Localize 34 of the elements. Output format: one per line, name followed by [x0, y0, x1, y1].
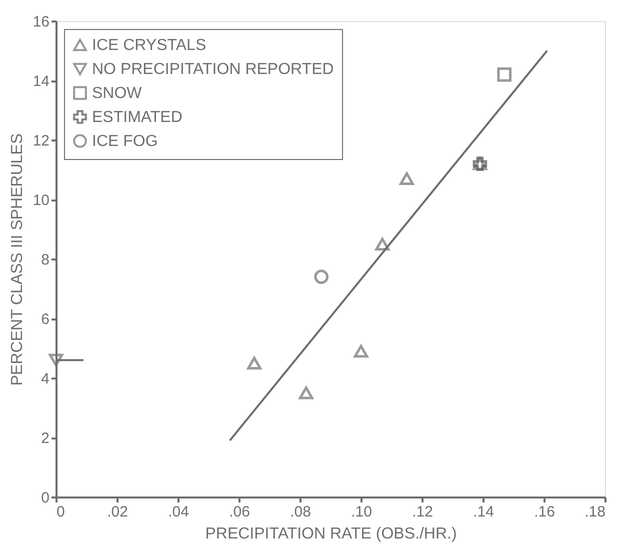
- x-tick-label: .04: [168, 504, 189, 520]
- x-tick-label: 0: [56, 504, 65, 520]
- y-tick-label: 8: [41, 252, 50, 268]
- y-tick-label: 2: [41, 430, 50, 447]
- x-tick-label: .16: [534, 504, 555, 520]
- legend-label: ICE CRYSTALS: [92, 37, 206, 54]
- x-tick-label: .18: [584, 504, 606, 520]
- point: [48, 354, 64, 367]
- y-tick-label: 10: [32, 192, 50, 209]
- point: [298, 386, 314, 400]
- point: [354, 344, 368, 358]
- x-tick-label: .10: [351, 504, 372, 520]
- point: [497, 67, 512, 82]
- point: [247, 356, 262, 370]
- x-axis-title: PRECIPITATION RATE (OBS./HR.): [205, 526, 457, 542]
- point: [314, 270, 329, 284]
- y-tick-label: 12: [32, 132, 50, 150]
- legend-label: ICE FOG: [92, 133, 158, 150]
- legend-label: SNOW: [92, 85, 143, 102]
- y-axis-title: PERCENT CLASS III SPHERULES: [8, 133, 26, 386]
- x-tick-label: .06: [229, 504, 250, 520]
- y-tick-label: 16: [32, 14, 50, 30]
- legend-label: NO PRECIPITATION REPORTED: [92, 61, 334, 78]
- y-tick-label: 14: [32, 73, 50, 90]
- x-tick-label: .02: [107, 504, 128, 520]
- point: [375, 238, 390, 250]
- x-tick-label: .08: [290, 504, 311, 520]
- y-tick-label: 6: [41, 311, 50, 328]
- legend-label: ESTIMATED: [92, 109, 182, 126]
- x-tick-label: .14: [473, 504, 494, 520]
- point: [400, 172, 414, 186]
- y-tick-label: 4: [41, 370, 50, 388]
- x-tick-label: .12: [412, 504, 433, 520]
- y-tick-label: 0: [41, 490, 50, 506]
